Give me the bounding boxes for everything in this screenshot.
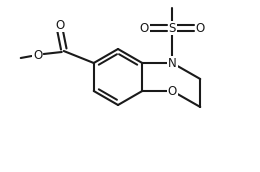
Text: O: O bbox=[168, 84, 177, 98]
Text: O: O bbox=[55, 19, 64, 31]
Text: S: S bbox=[168, 22, 176, 35]
Text: O: O bbox=[196, 22, 205, 35]
Text: O: O bbox=[140, 22, 149, 35]
Text: O: O bbox=[33, 49, 42, 62]
Text: N: N bbox=[168, 56, 177, 69]
